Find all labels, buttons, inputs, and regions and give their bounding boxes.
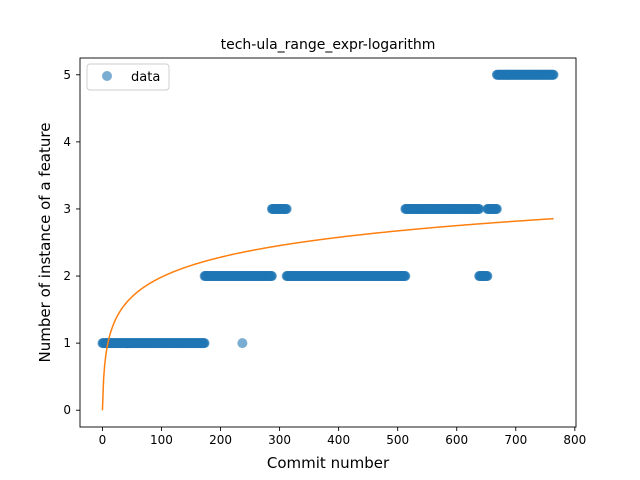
y-tick-label: 0 xyxy=(63,403,71,417)
x-tick-label: 0 xyxy=(99,433,107,447)
y-tick-label: 3 xyxy=(63,202,71,216)
data-point xyxy=(237,338,248,349)
x-tick-label: 400 xyxy=(327,433,350,447)
x-axis-ticks: 0 100 200 300 400 500 600 700 800 xyxy=(99,427,586,447)
x-tick-label: 700 xyxy=(504,433,527,447)
data-point xyxy=(400,271,411,282)
plot-area xyxy=(97,69,559,411)
data-point xyxy=(474,203,485,214)
plot-frame xyxy=(79,57,577,428)
y-tick-label: 5 xyxy=(63,68,71,82)
x-tick-label: 300 xyxy=(268,433,291,447)
x-tick-label: 600 xyxy=(445,433,468,447)
x-tick-label: 800 xyxy=(563,433,586,447)
x-axis-label: Commit number xyxy=(267,454,390,472)
y-tick-label: 2 xyxy=(63,269,71,283)
y-tick-label: 1 xyxy=(63,336,71,350)
data-point xyxy=(266,271,277,282)
legend-frame xyxy=(86,63,170,91)
x-tick-label: 200 xyxy=(209,433,232,447)
chart-title: tech-ula_range_expr-logarithm xyxy=(221,37,436,53)
data-point xyxy=(548,69,559,80)
y-tick-label: 4 xyxy=(63,135,71,149)
data-point xyxy=(199,338,210,349)
y-axis-label: Number of instance of a feature xyxy=(36,123,54,363)
data-point xyxy=(281,203,292,214)
legend-label: data xyxy=(131,70,160,85)
fit-line xyxy=(101,217,554,411)
data-series xyxy=(97,69,559,349)
data-point xyxy=(482,271,493,282)
legend-marker xyxy=(102,71,112,81)
legend: data xyxy=(86,63,170,91)
x-tick-label: 100 xyxy=(150,433,173,447)
y-axis-ticks: 0 1 2 3 4 5 xyxy=(63,68,80,417)
x-tick-label: 500 xyxy=(386,433,409,447)
data-point xyxy=(491,203,502,214)
